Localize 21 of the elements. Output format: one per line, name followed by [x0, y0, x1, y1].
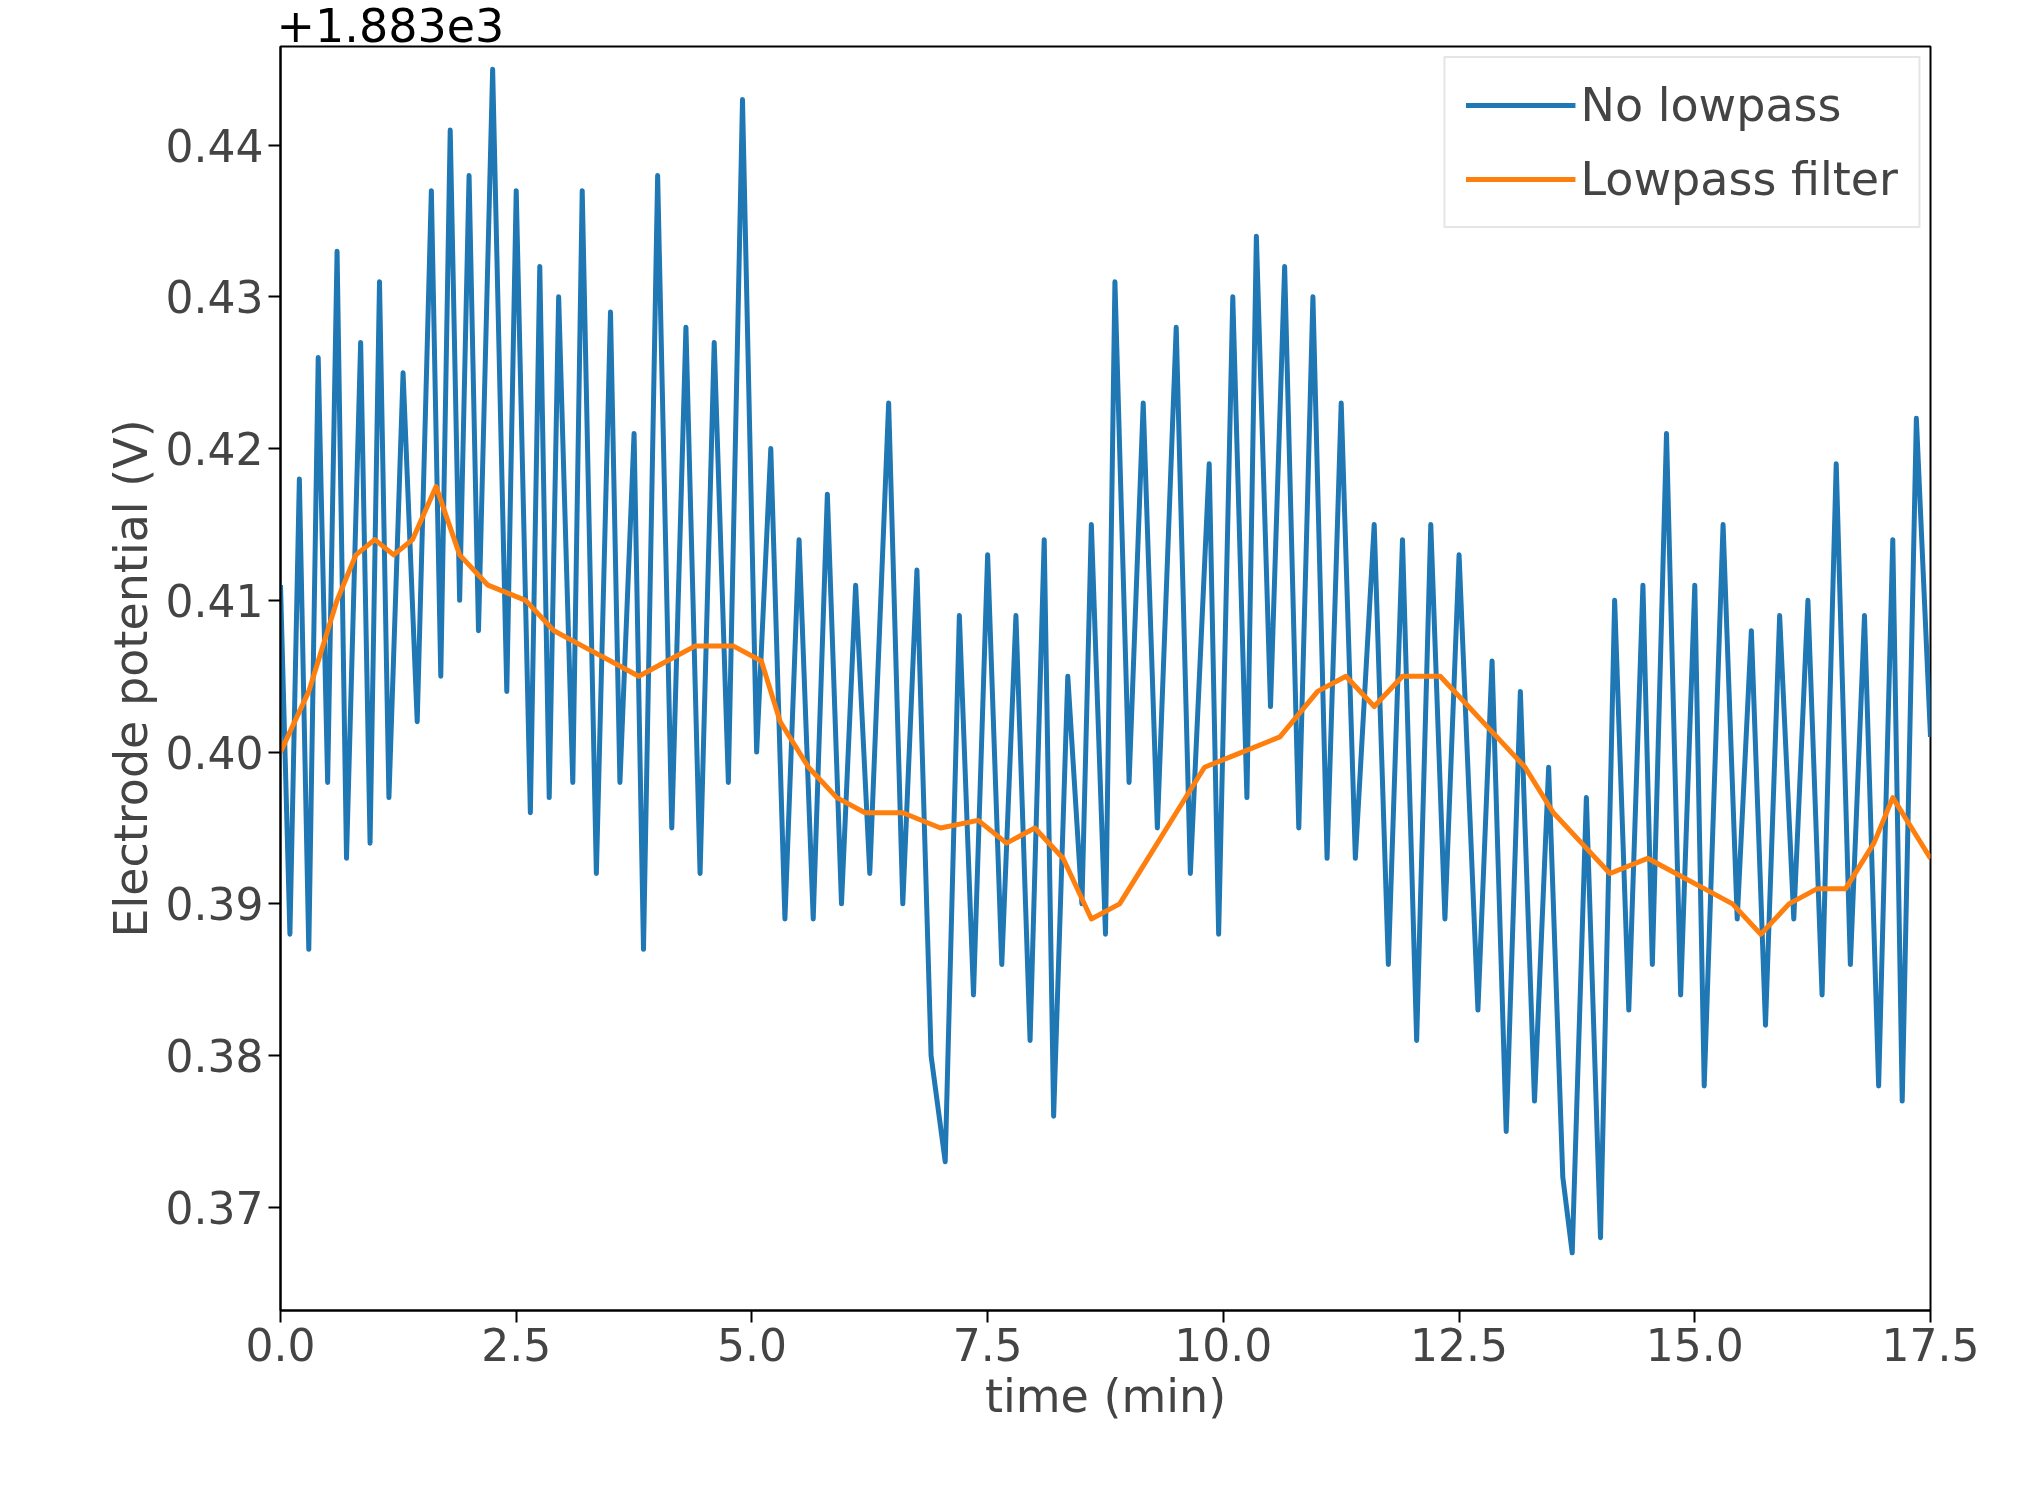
- annotation: +1.883e3: [276, 0, 505, 53]
- x-tick-label: 5.0: [716, 1319, 787, 1371]
- y-tick-label: 0.44: [165, 120, 264, 172]
- x-axis-title: time (min): [984, 1368, 1227, 1423]
- y-tick-label: 0.43: [165, 272, 264, 324]
- x-tick-label: 15.0: [1645, 1319, 1744, 1371]
- y-tick-label: 0.39: [165, 879, 264, 931]
- y-tick-label: 0.41: [165, 575, 264, 627]
- x-tick-label: 7.5: [952, 1319, 1023, 1371]
- y-tick-label: 0.40: [165, 727, 264, 779]
- legend-label: Lowpass filter: [1580, 152, 1898, 206]
- x-tick-label: 12.5: [1410, 1319, 1509, 1371]
- x-tick-label: 17.5: [1881, 1319, 1980, 1371]
- x-tick-label: 0.0: [245, 1319, 316, 1371]
- x-tick-label: 10.0: [1174, 1319, 1273, 1371]
- y-tick-label: 0.37: [165, 1182, 264, 1234]
- y-tick-label: 0.38: [165, 1031, 264, 1083]
- y-axis-title: Electrode potential (V): [103, 419, 158, 938]
- x-tick-label: 2.5: [481, 1319, 552, 1371]
- y-tick-label: 0.42: [165, 424, 264, 476]
- legend-label: No lowpass: [1580, 78, 1842, 132]
